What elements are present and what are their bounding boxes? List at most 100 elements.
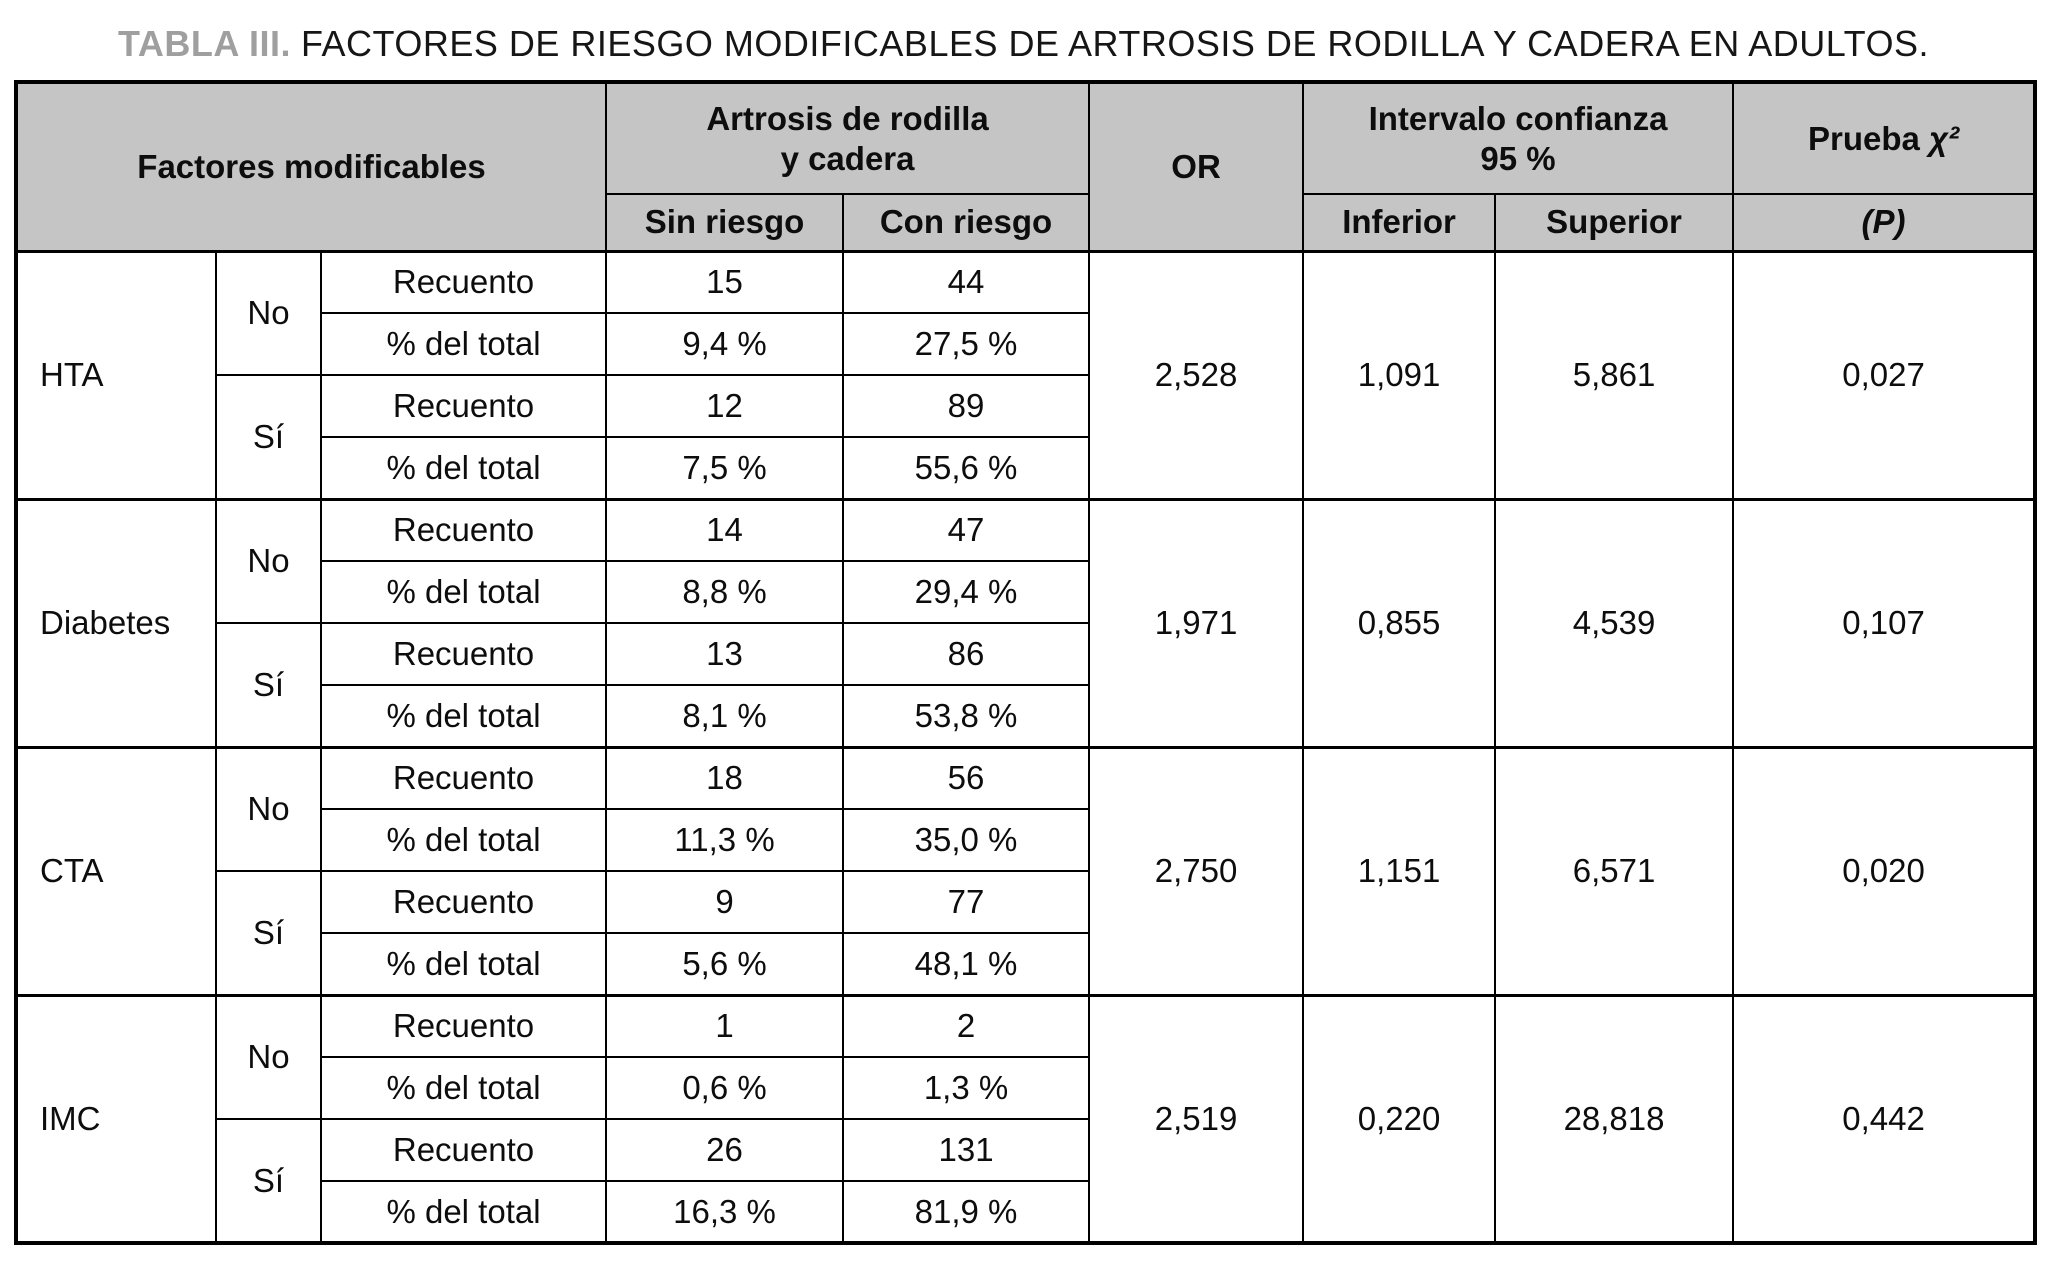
measure-label: Recuento bbox=[319, 870, 608, 934]
header-or: OR bbox=[1088, 81, 1305, 252]
measure-label: % del total bbox=[319, 1180, 608, 1244]
measure-label: % del total bbox=[319, 684, 608, 748]
or-value: 2,519 bbox=[1088, 994, 1305, 1244]
value-con-riesgo: 47 bbox=[842, 498, 1091, 562]
factor-label: CTA bbox=[15, 746, 217, 996]
header-artrosis: Artrosis de rodilla y cadera bbox=[605, 81, 1091, 195]
table-title-text: FACTORES DE RIESGO MODIFICABLES DE ARTRO… bbox=[301, 23, 1929, 64]
header-factores-modificables: Factores modificables bbox=[14, 81, 608, 252]
value-sin-riesgo: 13 bbox=[605, 622, 845, 686]
prueba-label: Prueba bbox=[1807, 119, 1920, 157]
measure-label: Recuento bbox=[319, 374, 608, 438]
value-con-riesgo: 2 bbox=[842, 994, 1091, 1058]
si-label: Sí bbox=[215, 374, 322, 500]
table-row: % del total 9,4 % 27,5 % bbox=[16, 312, 2035, 376]
ci-superior-value: 6,571 bbox=[1494, 746, 1735, 996]
table-header: Factores modificables Artrosis de rodill… bbox=[14, 81, 2037, 252]
table-row: Sí Recuento 9 77 bbox=[16, 870, 2035, 996]
header-row-2: Sin riesgo Con riesgo Inferior Superior … bbox=[16, 193, 2037, 252]
header-superior: Superior bbox=[1494, 193, 1735, 252]
ci-inferior-value: 1,091 bbox=[1302, 250, 1497, 500]
value-con-riesgo: 56 bbox=[842, 746, 1091, 810]
value-sin-riesgo: 1 bbox=[605, 994, 845, 1058]
value-sin-riesgo: 18 bbox=[605, 746, 845, 810]
value-sin-riesgo: 12 bbox=[605, 374, 845, 438]
value-con-riesgo: 77 bbox=[842, 870, 1091, 934]
value-con-riesgo: 55,6 % bbox=[842, 436, 1091, 500]
table-row: % del total 5,6 % 48,1 % bbox=[16, 932, 2035, 996]
si-label: Sí bbox=[215, 1118, 322, 1244]
value-sin-riesgo: 11,3 % bbox=[605, 808, 845, 872]
value-con-riesgo: 1,3 % bbox=[842, 1056, 1091, 1120]
table-row: % del total 11,3 % 35,0 % bbox=[16, 808, 2035, 872]
table-row: % del total 0,6 % 1,3 % bbox=[16, 1056, 2035, 1120]
value-sin-riesgo: 9 bbox=[605, 870, 845, 934]
factor-group-imc: IMC No Recuento 1 2 2,519 0,220 28,818 0… bbox=[15, 994, 2037, 1244]
p-value: 0,027 bbox=[1732, 250, 2037, 500]
value-sin-riesgo: 8,1 % bbox=[605, 684, 845, 748]
table-row: Sí Recuento 12 89 bbox=[16, 374, 2035, 500]
value-sin-riesgo: 26 bbox=[605, 1118, 845, 1182]
or-value: 2,528 bbox=[1088, 250, 1305, 500]
measure-label: Recuento bbox=[319, 994, 608, 1058]
ci-superior-value: 4,539 bbox=[1494, 498, 1735, 748]
measure-label: Recuento bbox=[319, 622, 608, 686]
measure-label: % del total bbox=[319, 436, 608, 500]
header-intervalo-confianza: Intervalo confianza 95 % bbox=[1302, 81, 1735, 195]
value-sin-riesgo: 14 bbox=[605, 498, 845, 562]
value-sin-riesgo: 7,5 % bbox=[605, 436, 845, 500]
table-row: Sí Recuento 13 86 bbox=[16, 622, 2035, 748]
p-value: 0,442 bbox=[1732, 994, 2037, 1244]
ci-superior-value: 28,818 bbox=[1494, 994, 1735, 1244]
measure-label: % del total bbox=[319, 808, 608, 872]
header-inferior: Inferior bbox=[1302, 193, 1497, 252]
value-con-riesgo: 89 bbox=[842, 374, 1091, 438]
value-con-riesgo: 35,0 % bbox=[842, 808, 1091, 872]
si-label: Sí bbox=[215, 870, 322, 996]
value-con-riesgo: 29,4 % bbox=[842, 560, 1091, 624]
no-label: No bbox=[215, 746, 322, 872]
ci-inferior-value: 0,855 bbox=[1302, 498, 1497, 748]
measure-label: Recuento bbox=[319, 498, 608, 562]
risk-factors-table: Factores modificables Artrosis de rodill… bbox=[14, 80, 2038, 1245]
table-row: % del total 8,1 % 53,8 % bbox=[16, 684, 2035, 748]
factor-label: IMC bbox=[15, 994, 217, 1244]
factor-group-diabetes: Diabetes No Recuento 14 47 1,971 0,855 4… bbox=[15, 498, 2037, 748]
measure-label: Recuento bbox=[319, 250, 608, 314]
or-value: 1,971 bbox=[1088, 498, 1305, 748]
value-con-riesgo: 131 bbox=[842, 1118, 1091, 1182]
table-row: CTA No Recuento 18 56 2,750 1,151 6,571 … bbox=[15, 746, 2037, 996]
p-value: 0,020 bbox=[1732, 746, 2037, 996]
table-title: TABLA III. FACTORES DE RIESGO MODIFICABLE… bbox=[14, 22, 2033, 66]
table-row: Sí Recuento 26 131 bbox=[16, 1118, 2035, 1244]
header-row-1: Factores modificables Artrosis de rodill… bbox=[14, 81, 2037, 252]
p-value: 0,107 bbox=[1732, 498, 2037, 748]
header-con-riesgo: Con riesgo bbox=[842, 193, 1091, 252]
factor-group-cta: CTA No Recuento 18 56 2,750 1,151 6,571 … bbox=[15, 746, 2037, 996]
no-label: No bbox=[215, 498, 322, 624]
value-con-riesgo: 48,1 % bbox=[842, 932, 1091, 996]
no-label: No bbox=[215, 250, 322, 376]
table-title-number: TABLA III. bbox=[118, 23, 292, 64]
measure-label: % del total bbox=[319, 932, 608, 996]
header-prueba-chi: Prueba χ² bbox=[1732, 81, 2037, 195]
ci-superior-value: 5,861 bbox=[1494, 250, 1735, 500]
ci-inferior-value: 0,220 bbox=[1302, 994, 1497, 1244]
measure-label: % del total bbox=[319, 312, 608, 376]
or-value: 2,750 bbox=[1088, 746, 1305, 996]
measure-label: Recuento bbox=[319, 1118, 608, 1182]
table-row: Diabetes No Recuento 14 47 1,971 0,855 4… bbox=[15, 498, 2037, 748]
value-con-riesgo: 86 bbox=[842, 622, 1091, 686]
table-row: % del total 7,5 % 55,6 % bbox=[16, 436, 2035, 500]
value-con-riesgo: 81,9 % bbox=[842, 1180, 1091, 1244]
measure-label: Recuento bbox=[319, 746, 608, 810]
table-row: % del total 16,3 % 81,9 % bbox=[16, 1180, 2035, 1244]
value-sin-riesgo: 0,6 % bbox=[605, 1056, 845, 1120]
no-label: No bbox=[215, 994, 322, 1120]
factor-label: Diabetes bbox=[15, 498, 217, 748]
si-label: Sí bbox=[215, 622, 322, 748]
value-con-riesgo: 27,5 % bbox=[842, 312, 1091, 376]
value-con-riesgo: 44 bbox=[842, 250, 1091, 314]
header-p-value: (P) bbox=[1732, 193, 2037, 252]
measure-label: % del total bbox=[319, 1056, 608, 1120]
